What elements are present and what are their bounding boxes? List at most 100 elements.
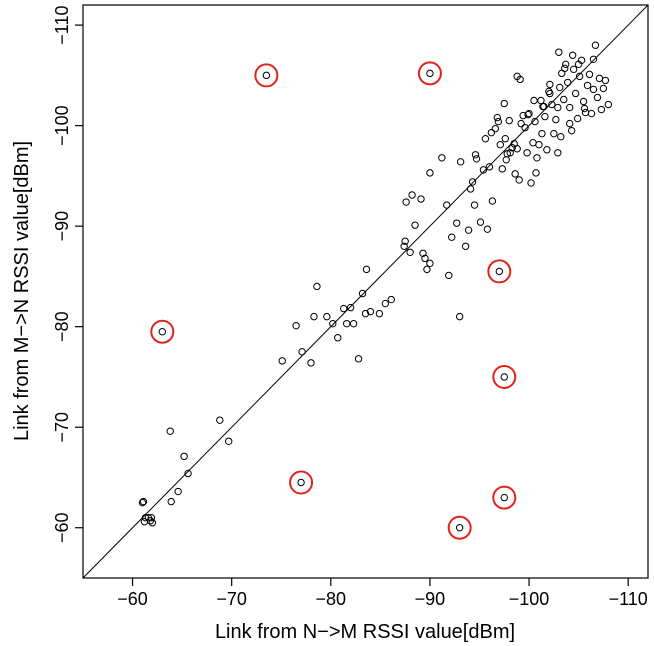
highlighted-data-point: [500, 373, 508, 381]
data-point: [470, 201, 479, 209]
data-point: [589, 85, 598, 94]
data-point: [464, 226, 473, 234]
data-point: [554, 149, 562, 157]
data-point: [565, 103, 574, 112]
data-point: [423, 265, 431, 274]
y-tick-label: −100: [52, 105, 72, 146]
data-point: [552, 115, 560, 124]
data-point: [468, 178, 477, 186]
data-point: [487, 128, 496, 137]
x-tick-label: −80: [316, 589, 347, 609]
highlight-ring: [492, 364, 517, 389]
data-point: [298, 348, 306, 356]
highlighted-data-point: [297, 478, 305, 487]
highlighted-points: [150, 61, 517, 540]
data-point: [546, 89, 554, 98]
data-point: [461, 242, 470, 250]
data-point: [589, 55, 598, 63]
data-point: [597, 105, 606, 114]
data-point: [310, 312, 318, 321]
data-point: [595, 74, 604, 83]
data-point: [139, 497, 148, 506]
data-point: [537, 96, 545, 105]
data-point: [564, 78, 572, 87]
data-point: [587, 109, 596, 118]
data-point: [225, 437, 233, 445]
data-point: [573, 114, 582, 123]
data-point: [529, 139, 537, 147]
data-point: [329, 319, 337, 328]
highlight-ring: [487, 259, 512, 284]
data-point: [498, 165, 506, 173]
highlight-ring: [417, 61, 442, 86]
x-tick-label: −110: [609, 589, 648, 609]
data-point: [471, 151, 480, 159]
y-axis-ticks: −60 −70 −80 −90 −100 −110: [52, 5, 83, 543]
data-point: [583, 81, 592, 90]
data-point: [491, 124, 500, 133]
data-point: [604, 100, 613, 109]
data-point: [339, 304, 348, 313]
data-point: [513, 145, 521, 153]
y-tick-label: −90: [52, 211, 72, 242]
data-point: [488, 197, 497, 205]
data-point: [148, 519, 157, 527]
data-point: [543, 146, 551, 154]
data-point: [334, 334, 342, 342]
data-point: [567, 126, 576, 135]
data-point: [538, 129, 546, 138]
data-point: [307, 359, 315, 367]
highlighted-data-point: [426, 69, 434, 78]
data-point: [527, 179, 535, 187]
data-point: [523, 149, 531, 157]
data-point: [342, 319, 351, 328]
data-point: [381, 299, 390, 308]
data-point: [138, 498, 147, 507]
highlight-ring: [447, 515, 472, 540]
x-tick-label: −60: [117, 589, 148, 609]
data-point: [555, 48, 563, 56]
data-point: [479, 166, 488, 174]
data-point: [292, 321, 300, 330]
data-point: [216, 416, 224, 424]
data-point: [362, 265, 371, 274]
data-point: [349, 319, 358, 328]
data-point: [496, 141, 505, 149]
data-point: [579, 97, 588, 106]
data-point: [530, 96, 538, 105]
data-point: [400, 242, 408, 250]
data-point: [585, 70, 594, 79]
data-point: [562, 60, 570, 69]
data-point: [571, 89, 580, 98]
data-point: [541, 112, 549, 121]
data-point: [411, 221, 419, 229]
data-point: [147, 513, 156, 522]
highlight-ring: [492, 485, 517, 510]
data-points: [138, 41, 613, 527]
data-point: [313, 282, 321, 291]
plot-frame: [82, 4, 649, 579]
data-point: [508, 144, 516, 152]
data-point: [445, 271, 453, 280]
data-point: [401, 237, 409, 245]
data-point: [426, 259, 434, 268]
data-point: [550, 129, 558, 138]
highlighted-data-point: [158, 328, 166, 336]
data-point: [354, 355, 363, 363]
data-point: [511, 170, 519, 178]
data-point: [358, 289, 367, 298]
data-point: [500, 99, 508, 108]
data-point: [366, 307, 375, 316]
data-point: [531, 117, 539, 126]
data-point: [575, 72, 584, 81]
data-point: [521, 123, 529, 132]
data-point: [448, 233, 456, 241]
data-point: [180, 452, 188, 461]
data-point: [174, 487, 182, 496]
data-point: [426, 169, 434, 177]
data-point: [506, 149, 514, 157]
data-point: [419, 249, 427, 258]
highlight-ring: [289, 470, 314, 495]
data-point: [535, 141, 543, 149]
